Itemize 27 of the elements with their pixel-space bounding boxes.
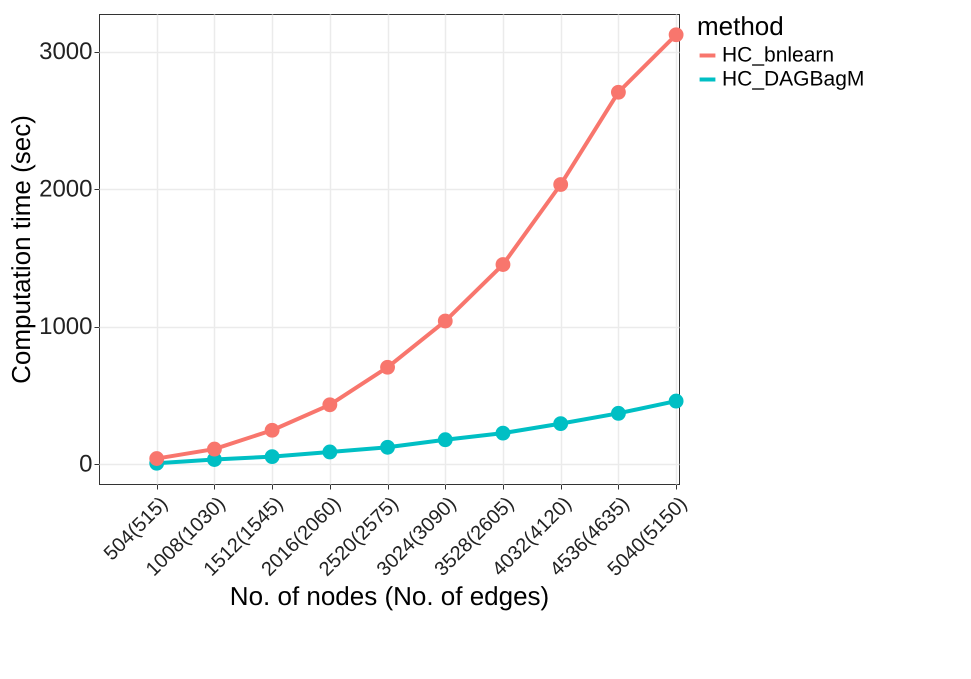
point	[438, 314, 453, 328]
y-tick-label: 1000	[39, 313, 92, 340]
point	[322, 397, 338, 412]
point	[264, 449, 280, 464]
point	[264, 422, 280, 438]
point	[610, 84, 626, 100]
legend-title: method	[697, 11, 784, 41]
point	[438, 432, 453, 448]
y-axis-title: Computation time (sec)	[6, 115, 36, 384]
point	[322, 444, 338, 460]
y-tick-label: 0	[79, 450, 92, 478]
point	[380, 440, 395, 455]
x-axis-title: No. of nodes (No. of edges)	[230, 580, 550, 611]
point	[668, 27, 684, 42]
point	[553, 177, 568, 192]
y-tick-label: 3000	[39, 38, 92, 66]
point	[149, 451, 164, 466]
point	[496, 257, 510, 272]
y-tick-label: 2000	[39, 176, 92, 203]
point	[496, 426, 510, 441]
legend-label: HC_DAGBagM	[722, 68, 864, 90]
point	[553, 416, 568, 432]
legend-label: HC_bnlearn	[722, 44, 834, 66]
point	[380, 360, 395, 375]
point	[610, 406, 626, 421]
point	[668, 394, 684, 408]
point	[207, 442, 222, 456]
